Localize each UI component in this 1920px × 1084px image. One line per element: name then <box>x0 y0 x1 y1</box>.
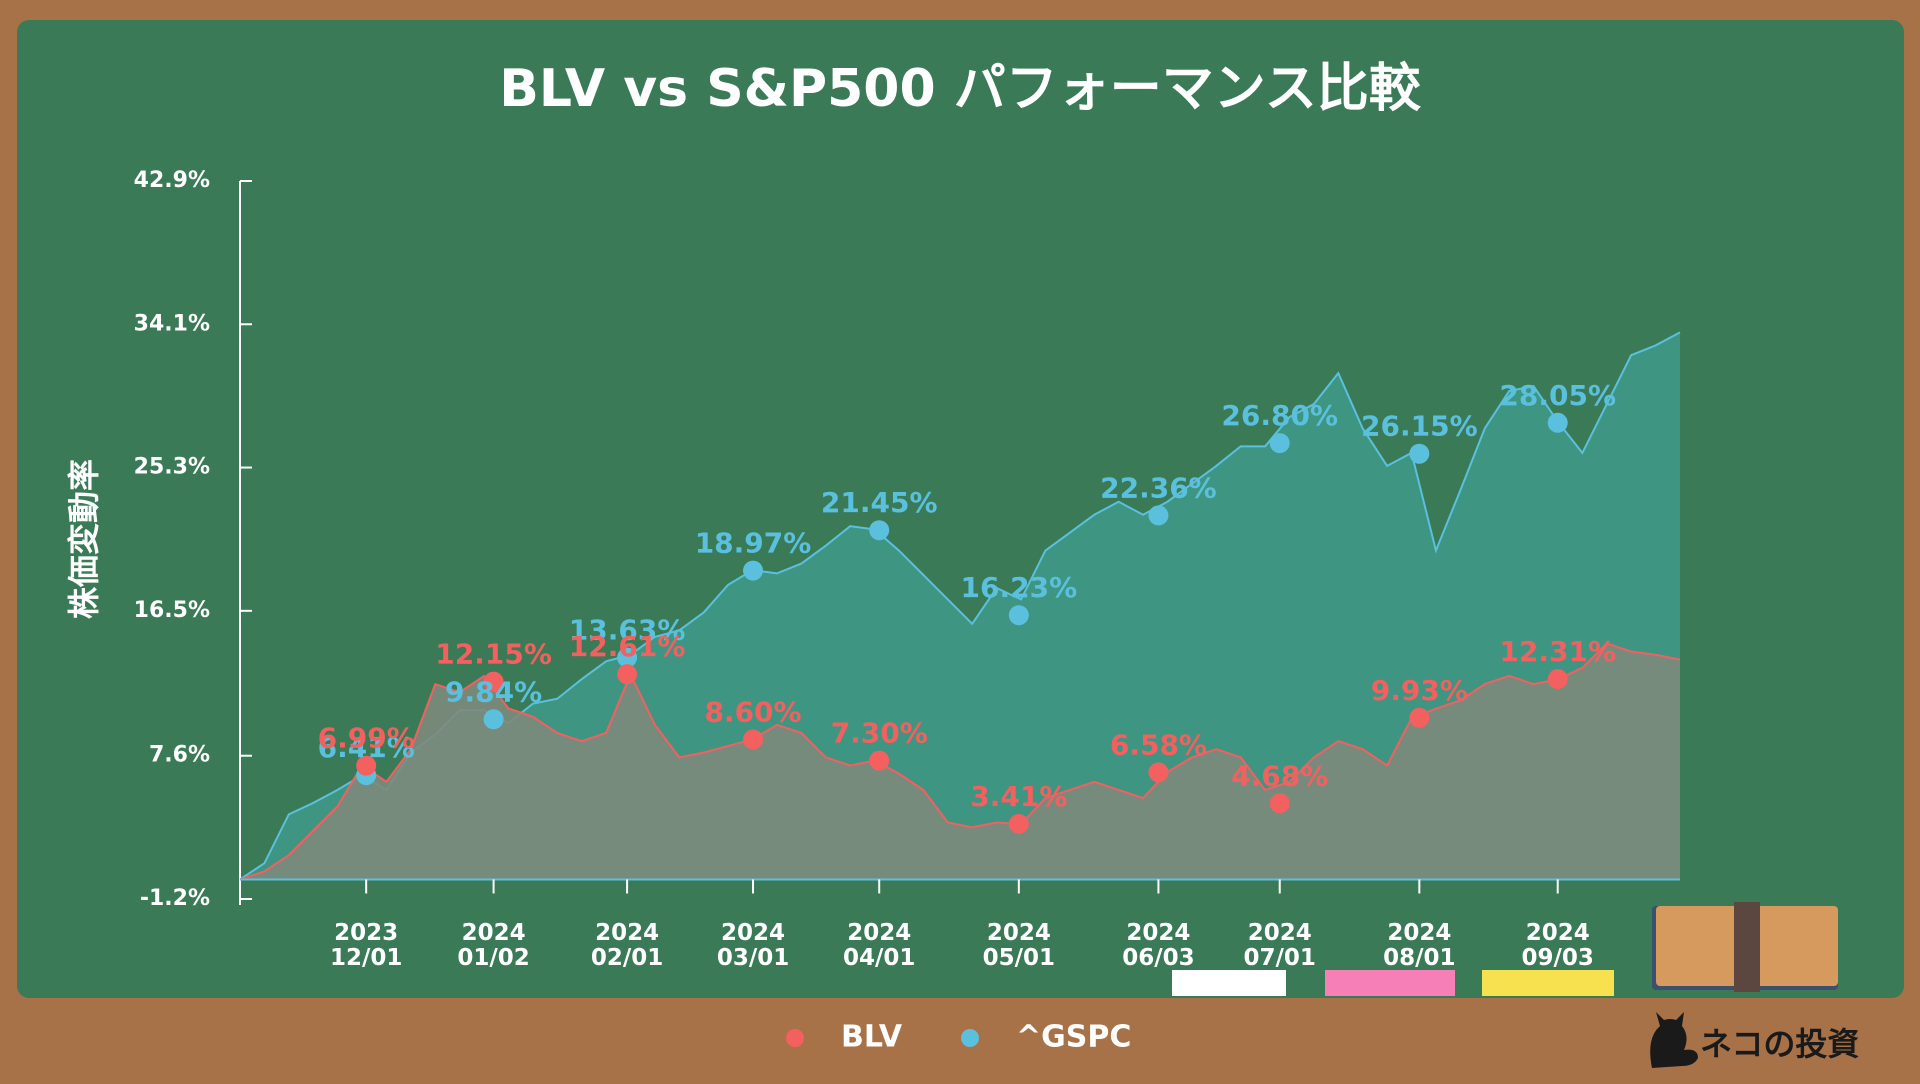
point <box>1008 605 1029 626</box>
point <box>483 671 504 692</box>
y-axis-label: 株価変動率 <box>65 459 103 619</box>
x-tick-label: 2024 04/01 <box>843 920 915 971</box>
eraser-band <box>1734 902 1760 992</box>
chalk <box>1325 970 1455 996</box>
x-tick-label: 2024 01/02 <box>457 920 529 971</box>
point <box>1269 433 1290 454</box>
point <box>356 755 377 776</box>
point <box>1008 813 1029 834</box>
point <box>1409 707 1430 728</box>
point-label: 26.80% <box>1221 399 1338 432</box>
area <box>240 643 1680 880</box>
x-tick-label: 2024 06/03 <box>1122 920 1194 971</box>
point-label: 13.63% <box>569 614 686 647</box>
chalk <box>1172 970 1286 996</box>
y-tick-label: 25.3% <box>134 455 210 480</box>
point <box>1547 669 1568 690</box>
y-tick-label: 7.6% <box>149 743 210 768</box>
legend-label: ^GSPC <box>1016 1020 1131 1055</box>
point <box>1148 505 1169 526</box>
legend-label: BLV <box>841 1020 903 1055</box>
x-tick-label: 2024 02/01 <box>591 920 663 971</box>
y-tick-label: -1.2% <box>140 886 210 911</box>
point-label: 12.61% <box>569 630 686 663</box>
line <box>239 642 1681 881</box>
point <box>869 520 890 541</box>
x-tick-label: 2024 03/01 <box>717 920 789 971</box>
point-label: 18.97% <box>695 527 812 560</box>
point-label: 28.05% <box>1499 379 1616 412</box>
point-label: 6.58% <box>1110 728 1207 761</box>
chalk <box>1482 970 1614 996</box>
point <box>1269 793 1290 814</box>
y-tick-label: 16.5% <box>134 598 210 623</box>
point <box>1547 412 1568 433</box>
point-label: 7.30% <box>831 717 928 750</box>
point <box>743 560 764 581</box>
point <box>869 750 890 771</box>
chart-title: BLV vs S&P500 パフォーマンス比較 <box>499 59 1421 119</box>
point-label: 22.36% <box>1100 471 1217 504</box>
point <box>1148 762 1169 783</box>
point <box>1409 443 1430 464</box>
y-tick-label: 42.9% <box>134 168 210 193</box>
cat-icon <box>1650 1012 1698 1068</box>
point-label: 3.41% <box>970 780 1067 813</box>
x-tick-label: 2024 05/01 <box>983 920 1055 971</box>
brand: ネコの投資 <box>1700 1025 1859 1063</box>
point-label: 26.15% <box>1361 410 1478 443</box>
legend-marker <box>961 1029 979 1047</box>
x-tick-label: 2024 07/01 <box>1244 920 1316 971</box>
legend-marker <box>786 1029 804 1047</box>
x-tick-label: 2024 09/03 <box>1522 920 1594 971</box>
point-label: 16.23% <box>961 571 1078 604</box>
point-label: 9.93% <box>1371 674 1468 707</box>
point-label: 12.31% <box>1499 635 1616 668</box>
x-tick-label: 2023 12/01 <box>330 920 402 971</box>
point-label: 6.41% <box>318 731 415 764</box>
y-tick-label: 34.1% <box>134 311 210 336</box>
point <box>617 664 638 685</box>
point <box>617 647 638 668</box>
point-label: 21.45% <box>821 486 938 519</box>
point-label: 6.99% <box>318 722 415 755</box>
point-label: 12.15% <box>435 638 552 671</box>
point-label: 4.68% <box>1231 759 1328 792</box>
point-label: 8.60% <box>704 695 801 728</box>
point-label: 9.84% <box>445 675 542 708</box>
x-tick-label: 2024 08/01 <box>1383 920 1455 971</box>
point <box>483 709 504 730</box>
point <box>743 729 764 750</box>
